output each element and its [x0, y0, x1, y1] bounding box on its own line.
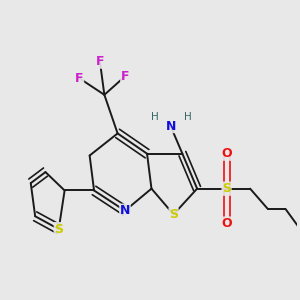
- Text: F: F: [75, 72, 84, 85]
- Text: O: O: [221, 217, 232, 230]
- Text: S: S: [54, 223, 63, 236]
- Text: S: S: [222, 182, 231, 195]
- Text: F: F: [121, 70, 129, 83]
- Text: O: O: [221, 147, 232, 160]
- Text: N: N: [120, 204, 130, 217]
- Text: H: H: [184, 112, 192, 122]
- Text: H: H: [151, 112, 158, 122]
- Text: S: S: [169, 208, 178, 221]
- Text: F: F: [96, 55, 104, 68]
- Text: N: N: [165, 120, 176, 133]
